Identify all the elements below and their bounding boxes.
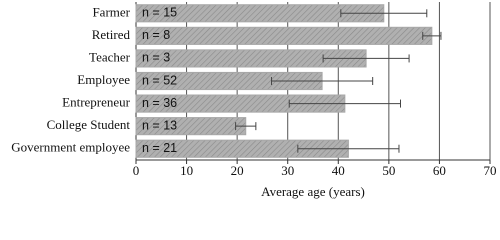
error-bar bbox=[422, 31, 442, 40]
x-tick-label: 20 bbox=[231, 163, 244, 178]
x-tick-label: 0 bbox=[133, 163, 140, 178]
y-tick-label: Teacher bbox=[89, 49, 131, 64]
x-tick-label: 40 bbox=[332, 163, 345, 178]
bar-annotation: n = 3 bbox=[142, 51, 170, 65]
error-bar bbox=[288, 99, 401, 108]
x-tick-label: 10 bbox=[180, 163, 193, 178]
y-tick-label: College Student bbox=[47, 117, 131, 132]
bar-annotation: n = 8 bbox=[142, 28, 170, 42]
x-tick-label: 70 bbox=[484, 163, 497, 178]
bar-annotation: n = 13 bbox=[142, 118, 177, 132]
bar-annotation: n = 36 bbox=[142, 96, 177, 110]
x-tick-label: 30 bbox=[281, 163, 294, 178]
bar bbox=[135, 26, 433, 45]
x-axis-title: Average age (years) bbox=[261, 184, 365, 199]
error-bar bbox=[322, 54, 410, 63]
error-bar bbox=[235, 122, 257, 131]
error-bar bbox=[340, 9, 428, 18]
x-tick-label: 60 bbox=[433, 163, 446, 178]
y-tick-label: Entrepreneur bbox=[62, 95, 131, 110]
chart: Average age (years) 0 10 20 30 40 50 60 70 Farme… bbox=[11, 2, 497, 199]
y-tick-label: Retired bbox=[92, 27, 131, 42]
bar-annotation: n = 21 bbox=[142, 141, 177, 155]
y-tick-label: Employee bbox=[77, 72, 130, 87]
x-tick-label: 50 bbox=[382, 163, 395, 178]
error-bar bbox=[271, 77, 374, 85]
error-bar bbox=[297, 144, 400, 153]
bar-annotation: n = 52 bbox=[142, 73, 177, 87]
y-tick-label: Government employee bbox=[11, 140, 130, 155]
bar-annotation: n = 15 bbox=[142, 6, 177, 20]
y-tick-label: Farmer bbox=[92, 4, 130, 19]
